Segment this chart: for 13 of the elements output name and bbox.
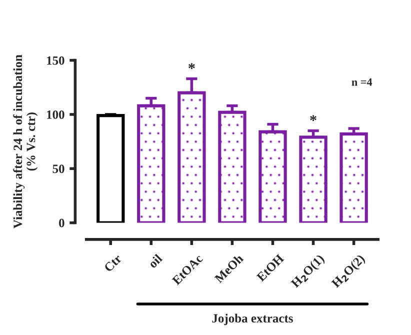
x-tick-label: H$_{2}$O(2) <box>330 254 367 290</box>
y-axis-title: Viability after 24 h of incubation (% Vs. ctr) <box>13 54 38 228</box>
x-tick-label: Ctr <box>104 254 122 272</box>
y-tick-label: 100 <box>47 110 64 119</box>
y-tick-label: 50 <box>52 164 64 174</box>
annotation: * <box>188 63 195 69</box>
annotation: n =4 <box>352 78 372 86</box>
x-axis-title: Jojoba extracts <box>212 314 293 326</box>
x-tick-label: oil <box>148 253 163 269</box>
y-tick-label: 150 <box>47 56 64 65</box>
x-tick-label: H$_{2}$O(1) <box>290 254 326 290</box>
annotation: * <box>310 115 316 121</box>
y-tick-label: 0 <box>59 218 64 228</box>
